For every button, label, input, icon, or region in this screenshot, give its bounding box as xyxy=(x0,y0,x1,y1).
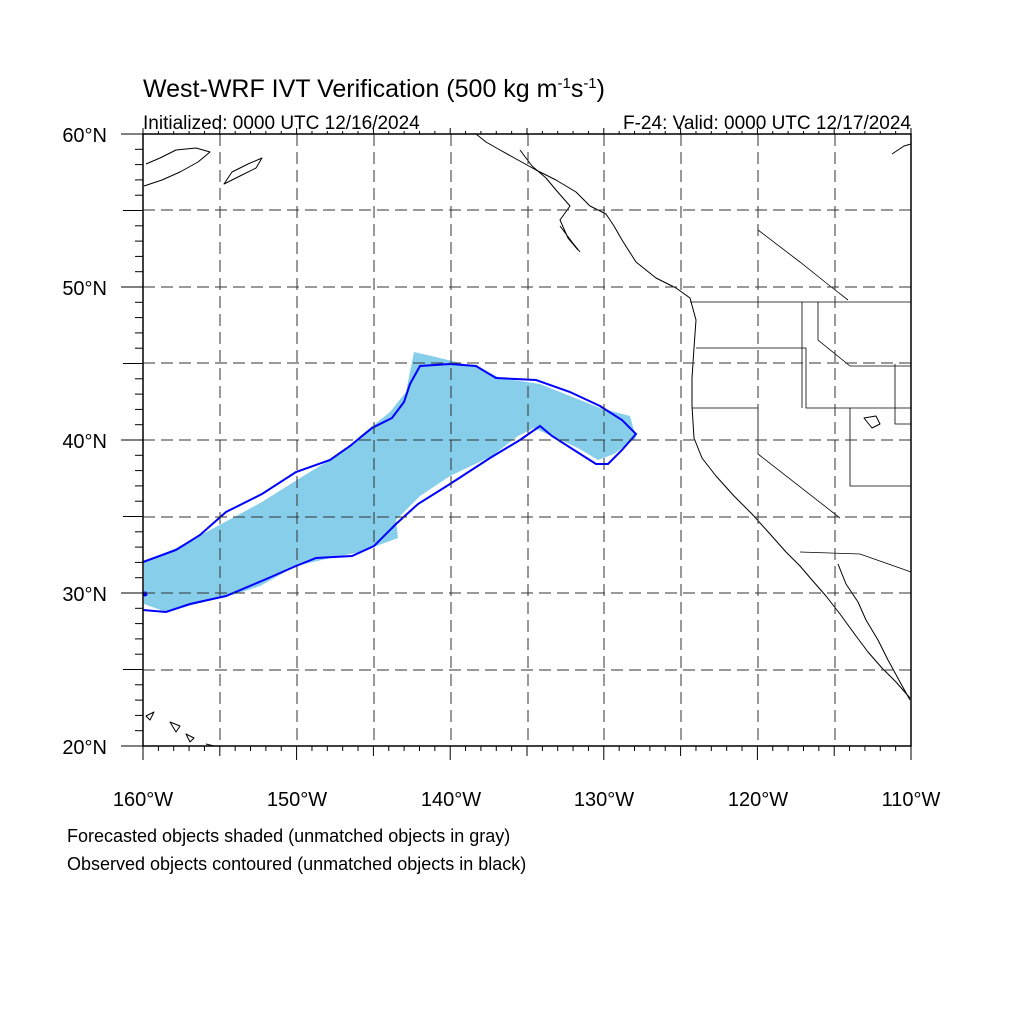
coastline-baja xyxy=(837,563,911,701)
coastline-north-america xyxy=(475,133,911,699)
axis-ticks xyxy=(121,128,912,760)
lat-label-40: 40°N xyxy=(62,431,107,453)
coastline-kodiak xyxy=(223,157,263,185)
lon-label-110w: 110°W xyxy=(882,789,941,811)
state-borders xyxy=(692,229,912,573)
lon-label-130w: 130°W xyxy=(574,789,634,811)
init-time-label: Initialized: 0000 UTC 12/16/2024 xyxy=(143,113,420,134)
coastline-northeast xyxy=(891,143,912,155)
lon-label-140w: 140°W xyxy=(421,789,481,811)
observed-contour xyxy=(142,362,638,614)
coastline-hawaii xyxy=(145,711,215,747)
coastline-alaska-islands xyxy=(519,149,581,253)
graticule xyxy=(143,134,911,746)
valid-time-label: F-24: Valid: 0000 UTC 12/17/2024 xyxy=(623,113,911,134)
lat-label-30: 30°N xyxy=(62,584,107,606)
map-area xyxy=(142,133,912,747)
coastline-alaska-peninsula xyxy=(143,147,211,187)
lat-label-60: 60°N xyxy=(62,125,107,147)
forecast-object xyxy=(144,352,636,612)
lon-label-120w: 120°W xyxy=(728,789,788,811)
legend-forecast-text: Forecasted objects shaded (unmatched obj… xyxy=(67,826,510,846)
lat-label-20: 20°N xyxy=(62,737,107,759)
lon-label-160w: 160°W xyxy=(113,789,173,811)
lon-label-150w: 150°W xyxy=(267,789,327,811)
lat-label-50: 50°N xyxy=(62,278,107,300)
legend-observed-text: Observed objects contoured (unmatched ob… xyxy=(67,854,526,874)
map-title: West-WRF IVT Verification (500 kg m-1s-1… xyxy=(143,75,605,103)
coastline-great-salt-lake xyxy=(863,415,881,429)
